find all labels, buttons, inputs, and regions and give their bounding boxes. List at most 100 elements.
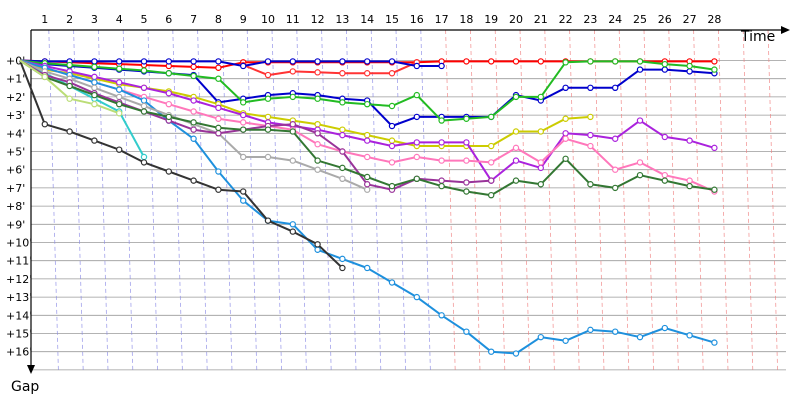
data-point: [463, 328, 470, 335]
x-tick-label: 15: [385, 13, 399, 26]
diagonal-guide: [420, 29, 431, 373]
data-point: [636, 333, 644, 341]
data-point: [686, 68, 693, 75]
data-point: [388, 142, 396, 150]
diagonal-guide: [470, 29, 481, 373]
x-tick-labels: 1 2 3 4 5 6 7 8 9 10 11 12 13 14 15 16 17 18 19 20 21 22 23 24 2…: [41, 13, 721, 26]
data-point: [91, 79, 98, 86]
data-point: [239, 153, 247, 161]
data-point: [140, 58, 148, 65]
data-point: [140, 84, 148, 92]
data-point: [711, 58, 718, 65]
data-point: [562, 130, 569, 137]
data-point: [388, 70, 396, 77]
y-tick-label: +3': [6, 109, 25, 122]
diagonal-guide: [643, 29, 655, 373]
data-point: [364, 137, 371, 144]
data-point: [66, 95, 73, 102]
data-point: [438, 182, 445, 190]
data-point: [661, 133, 669, 141]
data-point: [140, 102, 148, 110]
diagonal-guide: [197, 29, 208, 373]
data-point: [41, 120, 49, 128]
series-line: [19, 59, 442, 67]
diagonal-guide: [321, 29, 332, 373]
data-point: [413, 175, 420, 182]
x-tick-label: 2: [66, 13, 73, 26]
data-point: [289, 93, 296, 101]
data-point: [41, 73, 49, 81]
diagonal-guide: [395, 29, 407, 373]
x-tick-label: 5: [141, 13, 148, 26]
data-point: [190, 97, 197, 104]
x-tick-label: 28: [707, 13, 721, 26]
data-point: [314, 120, 321, 128]
position-change-diagonals: [48, 29, 779, 373]
y-tick-label: +4': [6, 127, 25, 140]
x-tick-label: 25: [633, 13, 647, 26]
data-point: [339, 131, 346, 139]
data-point: [289, 68, 296, 75]
data-point: [289, 221, 296, 228]
data-point: [537, 333, 545, 341]
data-point: [364, 58, 371, 65]
data-point: [512, 144, 520, 152]
y-tick-label: +6': [6, 164, 25, 177]
data-point: [661, 66, 669, 73]
data-point: [115, 146, 123, 153]
x-tick-label: 19: [484, 13, 498, 26]
data-point: [636, 159, 644, 166]
data-point: [165, 70, 172, 77]
data-point: [314, 241, 321, 248]
diagonal-guide: [718, 29, 729, 373]
data-point: [314, 157, 321, 164]
x-tick-label: 17: [435, 13, 449, 26]
data-point: [562, 135, 569, 142]
data-point: [215, 124, 222, 132]
diagonal-guide: [445, 29, 456, 373]
data-point: [215, 64, 222, 71]
x-tick-label: 26: [658, 13, 672, 26]
x-tick-label: 18: [459, 13, 473, 26]
data-point: [413, 113, 420, 121]
data-point: [537, 128, 545, 135]
x-tick-label: 11: [286, 13, 300, 26]
x-tick-label: 23: [583, 13, 597, 26]
data-point: [364, 131, 371, 139]
data-point: [264, 126, 272, 133]
data-point: [587, 113, 594, 121]
data-point: [661, 60, 669, 68]
data-point: [512, 93, 520, 101]
data-point: [636, 58, 644, 65]
data-point: [488, 58, 495, 65]
data-point: [388, 159, 396, 166]
diagonal-guide: [222, 29, 233, 373]
x-tick-label: 14: [360, 13, 374, 26]
data-point: [115, 93, 123, 101]
data-point: [239, 99, 247, 106]
data-point: [115, 100, 123, 108]
data-point: [562, 84, 569, 92]
data-point: [413, 139, 420, 146]
data-point: [388, 279, 396, 286]
y-tick-label: +14': [6, 309, 32, 322]
data-point: [314, 141, 321, 148]
data-point: [314, 130, 321, 137]
data-point: [239, 62, 247, 70]
data-point: [239, 111, 247, 119]
data-point: [66, 128, 73, 135]
data-point: [289, 157, 296, 164]
data-point: [587, 58, 594, 65]
data-point: [438, 62, 445, 70]
data-point: [537, 159, 545, 166]
series-3: [19, 58, 445, 70]
data-point: [215, 186, 222, 193]
data-point: [140, 97, 148, 104]
x-tick-label: 12: [311, 13, 325, 26]
data-point: [612, 84, 619, 92]
diagonal-guide: [693, 29, 704, 373]
data-point: [264, 71, 272, 79]
data-point: [314, 246, 321, 253]
data-point: [612, 328, 619, 335]
data-point: [91, 58, 98, 65]
